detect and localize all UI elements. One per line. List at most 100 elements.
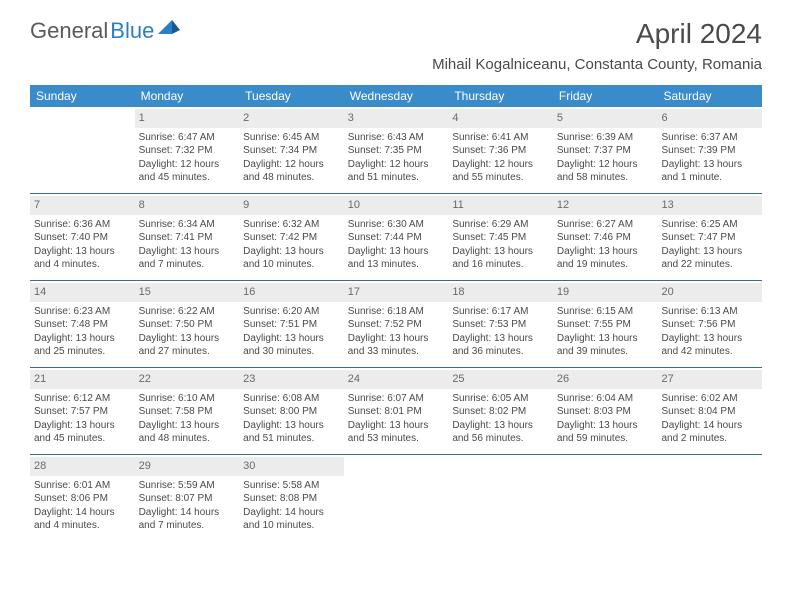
day-info-line: and 59 minutes. xyxy=(557,432,654,446)
day-info-line: Sunset: 7:56 PM xyxy=(661,318,758,332)
day-info-line: and 51 minutes. xyxy=(243,432,340,446)
day-number: 5 xyxy=(553,109,658,128)
day-info-line: Sunset: 7:36 PM xyxy=(452,144,549,158)
day-cell: 17Sunrise: 6:18 AMSunset: 7:52 PMDayligh… xyxy=(344,281,449,367)
day-cell: 1Sunrise: 6:47 AMSunset: 7:32 PMDaylight… xyxy=(135,107,240,193)
day-info-line: Sunrise: 6:39 AM xyxy=(557,131,654,145)
day-info-line: and 45 minutes. xyxy=(34,432,131,446)
day-number: 16 xyxy=(239,283,344,302)
day-info-line: Daylight: 13 hours xyxy=(34,245,131,259)
day-info-line: Sunset: 7:32 PM xyxy=(139,144,236,158)
day-info-line: Sunrise: 6:18 AM xyxy=(348,305,445,319)
day-info-line: Sunset: 7:42 PM xyxy=(243,231,340,245)
day-number: 20 xyxy=(657,283,762,302)
day-info-line: and 25 minutes. xyxy=(34,345,131,359)
day-info-line: Daylight: 13 hours xyxy=(243,419,340,433)
day-cell: 29Sunrise: 5:59 AMSunset: 8:07 PMDayligh… xyxy=(135,455,240,541)
day-info-line: Sunrise: 6:45 AM xyxy=(243,131,340,145)
title-block: April 2024 Mihail Kogalniceanu, Constant… xyxy=(432,18,762,73)
day-info-line: Sunrise: 6:15 AM xyxy=(557,305,654,319)
day-info-line: Sunrise: 6:29 AM xyxy=(452,218,549,232)
day-info-line: Daylight: 12 hours xyxy=(557,158,654,172)
day-info-line: and 53 minutes. xyxy=(348,432,445,446)
logo: GeneralBlue xyxy=(30,18,180,44)
week-row: 28Sunrise: 6:01 AMSunset: 8:06 PMDayligh… xyxy=(30,455,762,541)
day-info-line: Sunset: 7:58 PM xyxy=(139,405,236,419)
day-info-line: Daylight: 14 hours xyxy=(34,506,131,520)
day-info-line: and 27 minutes. xyxy=(139,345,236,359)
day-cell: 27Sunrise: 6:02 AMSunset: 8:04 PMDayligh… xyxy=(657,368,762,454)
day-cell: 9Sunrise: 6:32 AMSunset: 7:42 PMDaylight… xyxy=(239,194,344,280)
day-info-line: Sunrise: 6:27 AM xyxy=(557,218,654,232)
day-info-line: Sunset: 8:00 PM xyxy=(243,405,340,419)
day-info-line: Daylight: 13 hours xyxy=(139,245,236,259)
day-cell: 7Sunrise: 6:36 AMSunset: 7:40 PMDaylight… xyxy=(30,194,135,280)
day-cell: 19Sunrise: 6:15 AMSunset: 7:55 PMDayligh… xyxy=(553,281,658,367)
day-info-line: Sunset: 7:39 PM xyxy=(661,144,758,158)
day-info-line: Sunrise: 6:20 AM xyxy=(243,305,340,319)
day-info-line: Daylight: 13 hours xyxy=(139,419,236,433)
day-info-line: Sunset: 7:41 PM xyxy=(139,231,236,245)
day-number: 23 xyxy=(239,370,344,389)
day-info-line: Sunrise: 6:07 AM xyxy=(348,392,445,406)
day-info-line: Sunset: 8:08 PM xyxy=(243,492,340,506)
day-cell: 21Sunrise: 6:12 AMSunset: 7:57 PMDayligh… xyxy=(30,368,135,454)
day-info-line: and 22 minutes. xyxy=(661,258,758,272)
day-cell xyxy=(30,107,135,193)
day-number: 18 xyxy=(448,283,553,302)
day-info-line: Sunrise: 6:30 AM xyxy=(348,218,445,232)
day-number: 25 xyxy=(448,370,553,389)
day-cell: 28Sunrise: 6:01 AMSunset: 8:06 PMDayligh… xyxy=(30,455,135,541)
day-number: 21 xyxy=(30,370,135,389)
day-info-line: Daylight: 13 hours xyxy=(557,419,654,433)
day-info-line: Daylight: 12 hours xyxy=(452,158,549,172)
day-info-line: Sunrise: 6:13 AM xyxy=(661,305,758,319)
day-info-line: Sunset: 7:45 PM xyxy=(452,231,549,245)
day-number: 24 xyxy=(344,370,449,389)
day-header: Thursday xyxy=(448,85,553,107)
day-info-line: Sunset: 8:01 PM xyxy=(348,405,445,419)
day-info-line: and 55 minutes. xyxy=(452,171,549,185)
day-info-line: Sunset: 8:02 PM xyxy=(452,405,549,419)
day-info-line: Daylight: 13 hours xyxy=(661,158,758,172)
day-number: 8 xyxy=(135,196,240,215)
day-info-line: Daylight: 13 hours xyxy=(34,332,131,346)
day-info-line: Daylight: 13 hours xyxy=(557,332,654,346)
day-cell: 5Sunrise: 6:39 AMSunset: 7:37 PMDaylight… xyxy=(553,107,658,193)
day-info-line: Sunset: 7:46 PM xyxy=(557,231,654,245)
day-info-line: Sunset: 7:55 PM xyxy=(557,318,654,332)
month-title: April 2024 xyxy=(432,18,762,50)
day-info-line: and 19 minutes. xyxy=(557,258,654,272)
day-info-line: Sunrise: 6:04 AM xyxy=(557,392,654,406)
day-info-line: and 2 minutes. xyxy=(661,432,758,446)
day-info-line: Sunrise: 6:23 AM xyxy=(34,305,131,319)
day-cell: 15Sunrise: 6:22 AMSunset: 7:50 PMDayligh… xyxy=(135,281,240,367)
day-cell xyxy=(448,455,553,541)
day-cell: 10Sunrise: 6:30 AMSunset: 7:44 PMDayligh… xyxy=(344,194,449,280)
day-info-line: Daylight: 13 hours xyxy=(452,245,549,259)
day-cell: 23Sunrise: 6:08 AMSunset: 8:00 PMDayligh… xyxy=(239,368,344,454)
weeks-container: 1Sunrise: 6:47 AMSunset: 7:32 PMDaylight… xyxy=(30,107,762,541)
day-info-line: Daylight: 13 hours xyxy=(348,245,445,259)
day-info-line: Daylight: 13 hours xyxy=(348,332,445,346)
day-info-line: and 36 minutes. xyxy=(452,345,549,359)
day-number: 4 xyxy=(448,109,553,128)
day-info-line: Sunrise: 5:59 AM xyxy=(139,479,236,493)
day-number: 6 xyxy=(657,109,762,128)
day-cell xyxy=(553,455,658,541)
day-info-line: and 13 minutes. xyxy=(348,258,445,272)
day-number: 15 xyxy=(135,283,240,302)
day-info-line: and 45 minutes. xyxy=(139,171,236,185)
day-header: Friday xyxy=(553,85,658,107)
day-cell: 2Sunrise: 6:45 AMSunset: 7:34 PMDaylight… xyxy=(239,107,344,193)
page-header: GeneralBlue April 2024 Mihail Kogalnicea… xyxy=(0,0,792,77)
calendar: Sunday Monday Tuesday Wednesday Thursday… xyxy=(30,85,762,541)
day-cell: 16Sunrise: 6:20 AMSunset: 7:51 PMDayligh… xyxy=(239,281,344,367)
day-header: Monday xyxy=(135,85,240,107)
day-info-line: Daylight: 12 hours xyxy=(243,158,340,172)
day-info-line: Daylight: 14 hours xyxy=(139,506,236,520)
day-info-line: Daylight: 13 hours xyxy=(243,332,340,346)
day-header-row: Sunday Monday Tuesday Wednesday Thursday… xyxy=(30,85,762,107)
day-info-line: Sunrise: 6:12 AM xyxy=(34,392,131,406)
day-cell xyxy=(344,455,449,541)
